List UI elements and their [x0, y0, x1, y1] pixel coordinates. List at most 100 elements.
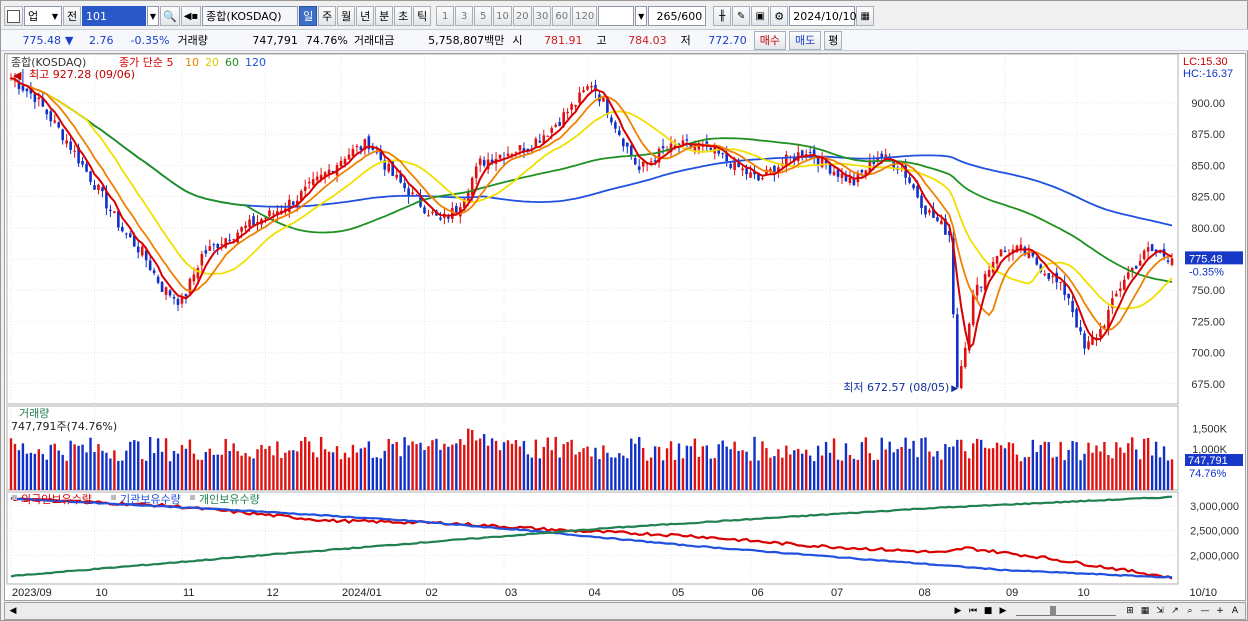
text-icon[interactable]: A — [1231, 606, 1239, 616]
volume-bar — [13, 443, 17, 490]
volume-bar — [343, 452, 347, 490]
scroll-left-icon[interactable]: ◀ — [9, 606, 17, 616]
volume-bar — [538, 458, 542, 490]
date-input[interactable]: 2024/10/10 — [789, 6, 857, 26]
save-button[interactable]: ▣ — [751, 6, 770, 26]
crosshair-icon[interactable]: ⊞ — [1126, 606, 1134, 616]
minute-button-30[interactable]: 30 — [532, 6, 552, 26]
volume-bar — [164, 438, 168, 490]
next-icon[interactable]: ▶ — [999, 606, 1007, 616]
sell-button[interactable]: 매도 — [788, 30, 822, 50]
volume-bar — [427, 446, 430, 490]
draw-tool-button[interactable]: ✎ — [732, 6, 751, 26]
index-name: 종합(KOSDAQ) — [202, 6, 299, 26]
candle-body — [824, 158, 828, 165]
period-tab-3[interactable]: 년 — [356, 6, 375, 26]
candle-body — [41, 97, 45, 107]
volume-bar — [85, 452, 88, 490]
volume-bar — [1007, 442, 1011, 490]
volume-bar — [848, 455, 852, 490]
bottom-scrollbar[interactable]: ◀ ▶ ⏮ ■ ▶ ⊞ ▦ ⇲ ↗ ⌕ — + A — [4, 602, 1246, 620]
volume-bar — [331, 452, 335, 490]
minute-button-10[interactable]: 10 — [493, 6, 512, 26]
chart-svg[interactable]: 900.00875.00850.00825.00800.00775.00750.… — [5, 54, 1245, 600]
candle-body — [948, 231, 951, 236]
volume-bar — [280, 458, 283, 490]
candle-body — [657, 148, 661, 163]
zoom-out-search-icon[interactable]: ⌕ — [1187, 606, 1193, 616]
chart-area[interactable]: 900.00875.00850.00825.00800.00775.00750.… — [4, 53, 1246, 601]
period-tab-6[interactable]: 틱 — [413, 6, 432, 26]
volume-bar — [9, 438, 13, 490]
window-menu-button[interactable] — [4, 6, 23, 26]
volume-bar — [1083, 453, 1086, 490]
holdings-series-line — [10, 497, 1173, 579]
volume-bar — [498, 450, 502, 490]
candle-body — [148, 260, 152, 271]
volume-bar — [574, 454, 577, 490]
candle-body — [880, 153, 884, 159]
calendar-button[interactable]: ▦ — [856, 6, 875, 26]
minute-button-3[interactable]: 3 — [455, 6, 474, 26]
settings-button[interactable]: ⚙ — [770, 6, 789, 26]
code-dropdown[interactable]: ▼ — [147, 6, 159, 26]
sound-button[interactable]: ◀▪ — [180, 6, 202, 26]
scroll-right-icon[interactable]: ▶ — [954, 606, 962, 616]
volume-bar — [176, 453, 180, 490]
minute-custom-input[interactable] — [598, 6, 635, 26]
candle-body — [1019, 244, 1023, 250]
minute-button-1[interactable]: 1 — [436, 6, 455, 26]
period-tab-1[interactable]: 주 — [318, 6, 337, 26]
period-tab-5[interactable]: 초 — [394, 6, 413, 26]
minute-button-60[interactable]: 60 — [552, 6, 572, 26]
prev-button[interactable]: 전 — [63, 6, 81, 26]
zoom-minus-icon[interactable]: — — [1200, 606, 1210, 616]
volume-bar — [180, 445, 184, 490]
stop-icon[interactable]: ■ — [983, 606, 993, 616]
minute-button-5[interactable]: 5 — [474, 6, 493, 26]
period-tab-2[interactable]: 월 — [337, 6, 356, 26]
volume-bar — [1142, 438, 1146, 490]
volume-bar — [610, 457, 613, 490]
volume-bar — [300, 441, 303, 490]
x-axis-label: 08 — [919, 587, 931, 599]
volume-bar — [355, 452, 359, 490]
period-tab-0[interactable]: 일 — [299, 6, 318, 26]
moving-average-ma5 — [10, 77, 1173, 350]
count-field[interactable]: 265/600 — [648, 6, 707, 26]
code-input[interactable]: 101 — [82, 6, 146, 26]
volume-bar — [1067, 449, 1070, 490]
zoom-slider-handle[interactable] — [1050, 606, 1056, 616]
tool-icon[interactable]: ↗ — [1171, 606, 1179, 616]
volume-bar — [805, 449, 808, 490]
period-tab-4[interactable]: 분 — [375, 6, 394, 26]
zoom-plus-icon[interactable]: + — [1216, 606, 1224, 616]
minute-button-120[interactable]: 120 — [572, 6, 598, 26]
volume-bar — [359, 448, 363, 490]
eval-button[interactable]: 평 — [824, 30, 843, 50]
rewind-icon[interactable]: ⏮ — [968, 606, 978, 616]
volume-bar — [455, 443, 458, 490]
market-select[interactable]: 업 ▼ — [24, 6, 62, 26]
volume-bar — [1063, 460, 1066, 490]
high-marker-label: 최고 927.28 (09/06) — [29, 68, 135, 81]
candle-body — [1083, 333, 1086, 349]
chart-type-button[interactable]: ╫ — [713, 6, 732, 26]
volume-bar — [284, 452, 287, 490]
candle-body — [1126, 272, 1130, 279]
candle-body — [522, 148, 526, 153]
candle-body — [200, 253, 204, 266]
volume-bar — [1111, 458, 1114, 490]
zoom-slider[interactable] — [1016, 606, 1116, 616]
buy-button[interactable]: 매수 — [753, 30, 786, 50]
search-button[interactable]: 🔍 — [160, 6, 180, 26]
fit-icon[interactable]: ⇲ — [1156, 606, 1164, 616]
candle-body — [590, 85, 593, 88]
minute-dropdown[interactable]: ▼ — [635, 6, 648, 26]
grid-icon[interactable]: ▦ — [1140, 606, 1150, 616]
holdings-legend-item: 개인보유수량 — [199, 493, 260, 506]
volume-bar — [570, 439, 573, 490]
volume-bar — [232, 443, 235, 490]
minute-button-20[interactable]: 20 — [512, 6, 532, 26]
candle-body — [737, 159, 740, 168]
